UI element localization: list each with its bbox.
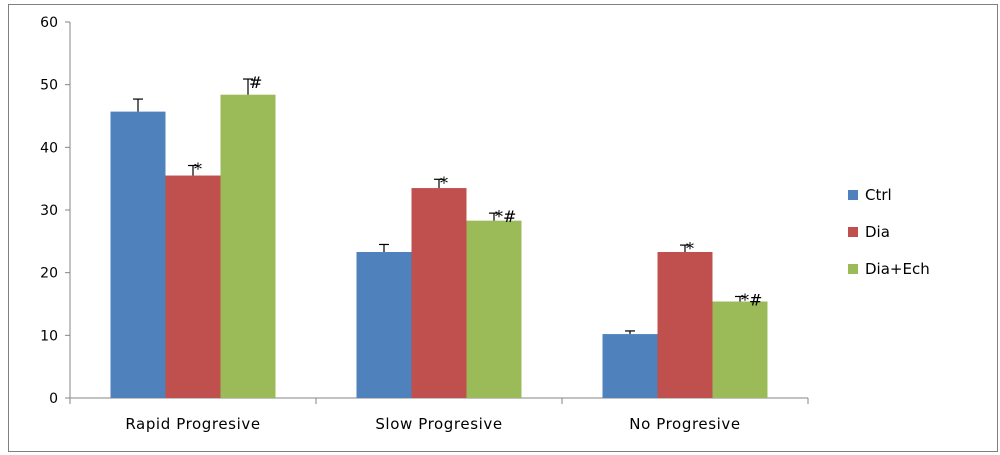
y-tick-label: 50 [40, 78, 58, 94]
significance-label: * [194, 160, 202, 179]
x-category-label: Slow Progresive [375, 415, 502, 433]
significance-label: * [440, 173, 448, 192]
y-tick-label: 10 [40, 328, 58, 344]
bar [220, 94, 276, 399]
legend-swatch [848, 227, 858, 237]
bar [110, 111, 166, 398]
significance-label: *# [495, 207, 516, 226]
x-category-label: No Progresive [629, 415, 740, 433]
bar [466, 220, 522, 398]
significance-label: * [686, 239, 694, 258]
y-tick-label: 60 [40, 15, 58, 31]
bar [657, 251, 713, 398]
y-tick-label: 30 [40, 203, 58, 219]
bar [411, 188, 467, 398]
bar [165, 175, 221, 398]
legend-label: Dia [865, 223, 890, 241]
bar [712, 301, 768, 398]
y-tick-label: 40 [40, 140, 58, 156]
y-tick-label: 20 [40, 266, 58, 282]
legend-swatch [848, 264, 858, 274]
y-tick-label: 0 [49, 391, 58, 407]
significance-label: # [249, 73, 262, 92]
chart-bars: *#**#**# [110, 73, 768, 399]
bar [356, 251, 412, 398]
legend-label: Ctrl [865, 186, 892, 204]
chart-legend: Ctrl Dia Dia+Ech [848, 186, 930, 278]
legend-label: Dia+Ech [865, 260, 930, 278]
bar [602, 334, 658, 398]
x-category-label: Rapid Progresive [125, 415, 260, 433]
significance-label: *# [741, 290, 762, 309]
legend-swatch [848, 190, 858, 200]
